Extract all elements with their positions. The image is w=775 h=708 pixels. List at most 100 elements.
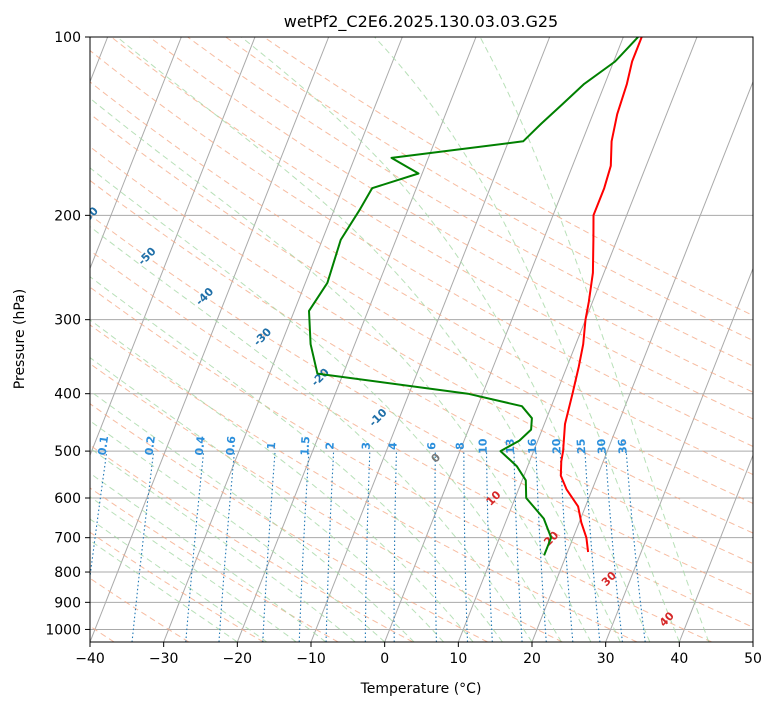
y-tick-label: 800 (54, 565, 81, 581)
moist-adiabat (90, 167, 562, 642)
x-tick-label: 30 (597, 651, 615, 667)
isotherm-line (457, 37, 698, 642)
moist-adiabat (90, 420, 386, 642)
moist-adiabat (90, 518, 268, 642)
dry-adiabat-label: 40 (657, 609, 677, 629)
isotherm-line (531, 80, 753, 642)
y-tick-label: 200 (54, 208, 81, 224)
mixing-ratio-line (434, 451, 437, 642)
isotherm-line (384, 37, 624, 642)
mixing-ratio-line (218, 451, 236, 642)
dry-adiabat-label: -20 (309, 366, 332, 389)
mixing-ratio-label: 25 (574, 438, 588, 454)
mixing-ratio-line (486, 451, 493, 642)
isotherm-line (605, 267, 753, 642)
isotherm-line (90, 37, 330, 642)
dry-adiabat-label: 0 (428, 451, 443, 466)
dry-adiabat (90, 113, 753, 504)
dry-adiabat (90, 487, 339, 642)
mixing-ratio-line (90, 451, 108, 582)
temperature-profile (559, 37, 643, 553)
mixing-ratio-label: 0.2 (143, 435, 158, 456)
y-tick-label: 400 (54, 387, 81, 403)
dry-adiabat (90, 249, 753, 628)
isotherm-line (163, 37, 403, 642)
dry-adiabat (90, 286, 712, 642)
mixing-ratio-label: 36 (616, 438, 630, 455)
mixing-ratio-label: 3 (360, 442, 373, 450)
moist-adiabat (90, 276, 503, 642)
moist-adiabat (90, 356, 444, 642)
mixing-ratio-label: 1 (265, 442, 279, 451)
moist-adiabat (90, 390, 415, 642)
plot-area: 0.10.20.40.611.52346810131620253036-100-… (20, 37, 753, 642)
y-axis-label: Pressure (hPa) (12, 289, 28, 389)
x-tick-label: −10 (296, 651, 326, 667)
y-tick-label: 1000 (45, 622, 81, 638)
x-tick-label: 20 (523, 651, 541, 667)
mixing-ratio-label: 6 (425, 442, 438, 450)
dry-adiabat (90, 363, 563, 642)
mixing-ratio-label: 20 (550, 438, 564, 454)
moist-adiabat (90, 319, 474, 642)
mixing-ratio-label: 4 (386, 442, 399, 450)
mixing-ratio-line (364, 451, 371, 642)
x-tick-label: 10 (449, 651, 467, 667)
mixing-ratio-line (463, 451, 469, 642)
moist-adiabat (241, 37, 651, 642)
y-tick-label: 600 (54, 491, 81, 507)
x-tick-label: 40 (670, 651, 688, 667)
moist-adiabat (90, 496, 297, 642)
x-tick-label: −30 (149, 651, 179, 667)
dry-adiabat-label: -70 (20, 164, 43, 187)
dry-adiabat-label: -10 (366, 406, 389, 429)
mixing-ratio-label: 8 (454, 442, 467, 450)
moist-adiabat (90, 97, 592, 642)
x-tick-label: 50 (744, 651, 762, 667)
x-tick-label: −20 (223, 651, 253, 667)
dewpoint-profile (308, 37, 639, 556)
moist-adiabat (479, 37, 710, 642)
plot-frame (89, 36, 754, 643)
y-tick-label: 300 (54, 313, 81, 329)
dry-adiabat (149, 37, 753, 393)
dry-adiabat (90, 444, 414, 642)
dry-adiabat-label: -30 (251, 325, 274, 348)
isotherm-line (90, 37, 182, 270)
moist-adiabat (90, 226, 533, 642)
mixing-ratio-label: 16 (526, 438, 540, 454)
dry-adiabat-label: -50 (135, 244, 158, 267)
y-tick-label: 900 (54, 595, 81, 611)
dry-adiabat (110, 37, 753, 420)
mixing-ratio-line (535, 451, 547, 642)
mixing-ratio-line (604, 451, 623, 642)
mixing-ratio-label: 30 (595, 438, 609, 454)
isotherm-line (678, 453, 753, 642)
mixing-ratio-line (325, 451, 335, 642)
dry-adiabat-label: -60 (78, 204, 101, 227)
dry-adiabat (90, 403, 488, 642)
y-tick-label: 700 (54, 531, 81, 547)
dry-adiabat (90, 531, 264, 642)
mixing-ratio-line (625, 451, 646, 642)
mixing-ratio-label: 0.1 (96, 435, 112, 456)
x-tick-label: 0 (380, 651, 389, 667)
moist-adiabat (374, 37, 680, 642)
dry-adiabat (90, 324, 638, 642)
mixing-ratio-label: 0.6 (224, 435, 239, 456)
y-tick-label: 500 (54, 444, 81, 460)
moist-adiabat (90, 447, 356, 642)
axis-ticks: −40 −30 −20 −10 0 10 20 30 40 5010020030040050060… (45, 30, 762, 667)
dry-adiabat (90, 146, 753, 534)
mixing-ratio-label: 2 (323, 442, 336, 450)
isotherm-line (752, 640, 753, 642)
isotherm-line (236, 37, 477, 642)
dry-adiabat (225, 37, 753, 342)
mixing-ratio-label: 1.5 (298, 436, 312, 456)
dry-adiabat (187, 37, 753, 367)
dry-adiabat (90, 179, 753, 565)
mixing-ratio-label: 10 (477, 438, 490, 454)
moist-adiabat (90, 539, 238, 642)
chart-title: wetPf2_C2E6.2025.130.03.03.G25 (284, 12, 558, 32)
